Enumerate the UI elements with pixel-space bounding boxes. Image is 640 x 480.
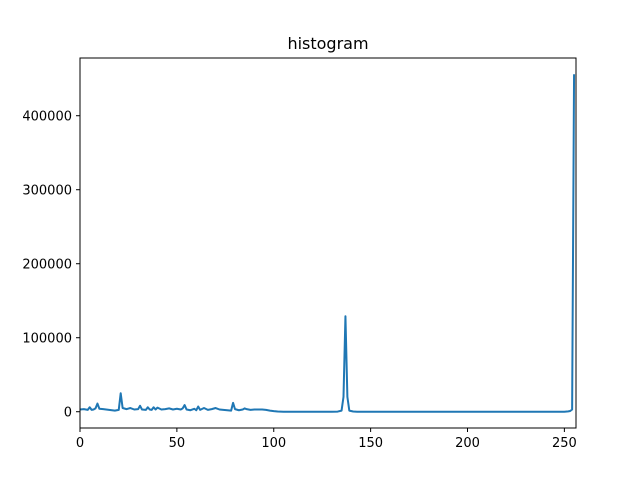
- y-tick-label: 200000: [22, 258, 72, 273]
- y-tick-label: 100000: [22, 332, 72, 347]
- chart-title: histogram: [287, 34, 368, 53]
- y-tick-label: 300000: [22, 184, 72, 199]
- x-tick-label: 100: [261, 436, 286, 451]
- x-tick-label: 200: [455, 436, 480, 451]
- x-tick-label: 150: [358, 436, 383, 451]
- y-tick-label: 0: [64, 406, 72, 421]
- x-tick-label: 50: [169, 436, 186, 451]
- x-tick-label: 250: [552, 436, 577, 451]
- x-tick-label: 0: [76, 436, 84, 451]
- y-tick-label: 400000: [22, 110, 72, 125]
